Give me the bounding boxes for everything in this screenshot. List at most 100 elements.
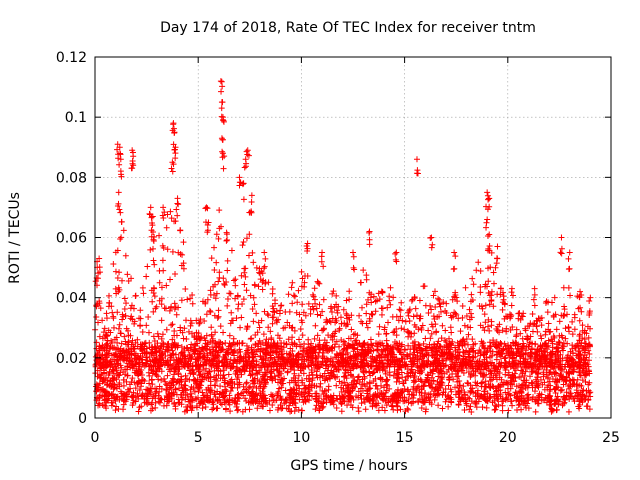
data-point <box>297 341 304 348</box>
data-point <box>120 382 127 389</box>
data-point <box>535 380 542 387</box>
data-point <box>99 342 106 349</box>
data-point <box>580 387 587 394</box>
data-point <box>375 391 382 398</box>
data-point <box>235 367 242 374</box>
data-point <box>525 382 532 389</box>
data-point <box>228 376 235 383</box>
data-point <box>172 270 179 277</box>
data-point <box>114 345 121 352</box>
data-point <box>457 382 464 389</box>
data-point <box>355 373 362 380</box>
data-point <box>569 381 576 388</box>
data-point <box>369 311 376 318</box>
data-point <box>384 382 391 389</box>
data-point <box>387 301 394 308</box>
data-point <box>538 396 545 403</box>
data-point <box>328 309 335 316</box>
data-point <box>383 376 390 383</box>
data-point <box>164 372 171 379</box>
data-point <box>410 379 417 386</box>
data-point <box>110 324 117 331</box>
data-point <box>488 370 495 377</box>
data-point <box>256 367 263 374</box>
data-point <box>246 231 253 238</box>
data-point <box>458 387 465 394</box>
data-point <box>172 367 179 374</box>
data-point <box>465 394 472 401</box>
data-point <box>249 249 256 256</box>
data-point <box>140 290 147 297</box>
y-tick-label: 0.12 <box>56 50 87 66</box>
data-point <box>420 383 427 390</box>
data-point <box>157 396 164 403</box>
data-point <box>500 346 507 353</box>
data-point <box>394 367 401 374</box>
data-point <box>287 345 294 352</box>
data-point <box>435 338 442 345</box>
data-point <box>412 378 419 385</box>
data-point <box>106 368 113 375</box>
data-point <box>269 375 276 382</box>
data-point <box>100 386 107 393</box>
data-point <box>182 372 189 379</box>
data-point <box>199 373 206 380</box>
data-point <box>558 367 565 374</box>
data-point <box>217 223 224 230</box>
data-point <box>536 392 543 399</box>
data-point <box>316 349 323 356</box>
data-point <box>354 374 361 381</box>
data-point <box>355 388 362 395</box>
data-point <box>348 372 355 379</box>
data-point <box>452 344 459 351</box>
data-point <box>439 350 446 357</box>
data-point <box>197 378 204 385</box>
data-point <box>146 372 153 379</box>
data-point <box>243 379 250 386</box>
data-point <box>558 386 565 393</box>
data-point <box>418 378 425 385</box>
data-point <box>132 369 139 376</box>
data-point <box>569 376 576 383</box>
data-point <box>461 341 468 348</box>
data-point <box>238 371 245 378</box>
data-point <box>182 378 189 385</box>
data-point <box>305 383 312 390</box>
data-point <box>405 312 412 319</box>
data-point <box>553 370 560 377</box>
data-point <box>300 370 307 377</box>
data-point <box>215 313 222 320</box>
x-tick-label: 0 <box>91 430 100 446</box>
data-point <box>485 381 492 388</box>
data-point <box>232 368 239 375</box>
data-point <box>419 322 426 329</box>
data-point <box>585 397 592 404</box>
data-point <box>449 370 456 377</box>
data-point <box>169 248 176 255</box>
data-point <box>249 371 256 378</box>
data-point <box>230 348 237 355</box>
data-point <box>564 311 571 318</box>
data-point <box>191 388 198 395</box>
data-point <box>268 368 275 375</box>
data-point <box>216 391 223 398</box>
data-point <box>502 371 509 378</box>
data-point <box>474 380 481 387</box>
data-point <box>292 379 299 386</box>
data-point <box>560 381 567 388</box>
data-point <box>195 357 202 364</box>
data-point <box>438 368 445 375</box>
data-point <box>207 389 214 396</box>
data-point <box>138 372 145 379</box>
data-point <box>150 245 157 252</box>
data-point <box>309 371 316 378</box>
data-point <box>190 377 197 384</box>
data-point <box>338 388 345 395</box>
data-point <box>233 315 240 322</box>
data-point <box>552 369 559 376</box>
data-point <box>153 368 160 375</box>
data-point <box>438 376 445 383</box>
data-point <box>170 350 177 357</box>
data-point <box>424 374 431 381</box>
data-point <box>510 359 517 366</box>
